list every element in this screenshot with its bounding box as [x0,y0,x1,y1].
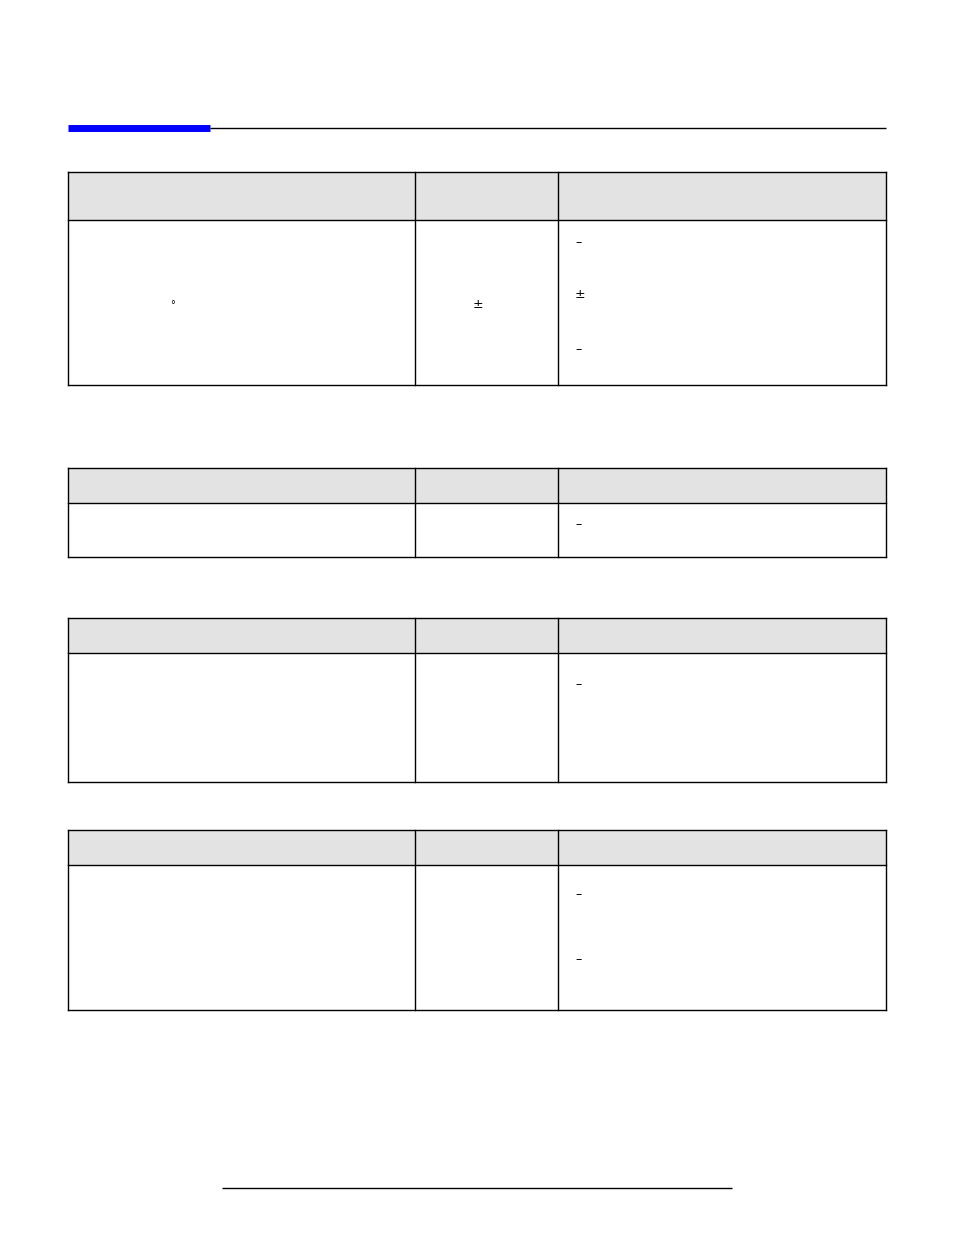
Bar [68,653,885,782]
Text: –: – [575,236,580,249]
Bar [68,503,885,557]
Text: –: – [575,678,580,692]
Bar [68,618,885,653]
Text: ±: ± [575,289,585,301]
Bar [68,864,885,1010]
Bar [68,172,885,220]
Bar [68,220,885,385]
Text: ±: ± [472,299,483,311]
Text: –: – [575,953,580,967]
Text: –: – [575,519,580,531]
Bar [68,468,885,503]
Text: –: – [575,888,580,902]
Text: °: ° [170,300,174,310]
Bar [68,830,885,864]
Text: –: – [575,343,580,357]
